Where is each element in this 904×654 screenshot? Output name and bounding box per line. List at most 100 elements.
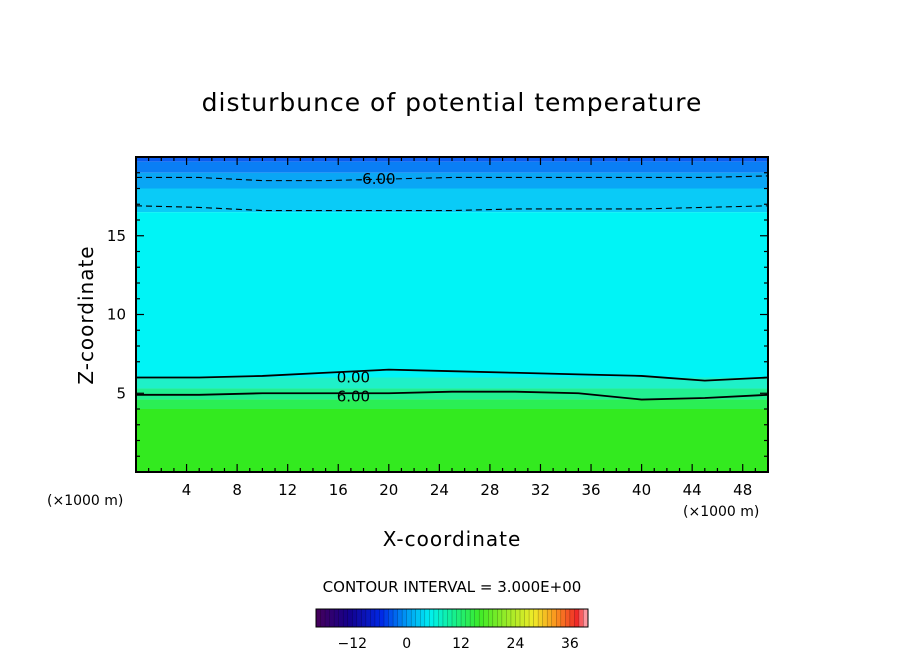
y-tick-label-15: 15 — [107, 227, 126, 245]
colorbar-cell-51 — [547, 609, 553, 627]
colorbar-cell-56 — [569, 609, 575, 627]
contour-label-0: -6.00 — [357, 170, 396, 188]
x-unit-right: (×1000 m) — [683, 504, 759, 520]
colorbar-cell-21 — [411, 609, 417, 627]
colorbar-cell-16 — [388, 609, 394, 627]
colorbar-cell-17 — [393, 609, 399, 627]
colorbar-cell-27 — [438, 609, 444, 627]
colorbar-cell-15 — [384, 609, 390, 627]
colorbar-cell-37 — [483, 609, 489, 627]
colorbar-cell-31 — [456, 609, 462, 627]
colorbar-cell-42 — [506, 609, 512, 627]
colorbar-cell-18 — [397, 609, 403, 627]
colorbar-cell-46 — [524, 609, 530, 627]
colorbar-cell-38 — [488, 609, 494, 627]
x-tick-label-28: 28 — [480, 481, 499, 499]
x-axis-label: X-coordinate — [383, 527, 522, 551]
y-axis-label: Z-coordinate — [74, 245, 98, 384]
colorbar-cell-55 — [565, 609, 571, 627]
field-band-7 — [136, 399, 768, 409]
colorbar-cell-34 — [470, 609, 476, 627]
colorbar-tick-12: 12 — [452, 636, 470, 652]
colorbar-cell-52 — [551, 609, 557, 627]
x-unit-left: (×1000 m) — [47, 493, 123, 509]
colorbar-cell-13 — [374, 609, 380, 627]
field-band-3 — [136, 188, 768, 213]
contour-lines: -6.00 0.006.00 — [135, 170, 769, 405]
colorbar-cell-26 — [433, 609, 439, 627]
x-tick-label-20: 20 — [379, 481, 398, 499]
field-band-6 — [136, 388, 768, 400]
colorbar-cell-47 — [529, 609, 535, 627]
contour-line-1 — [135, 205, 769, 212]
colorbar-cell-57 — [574, 609, 580, 627]
colorbar-cell-43 — [510, 609, 516, 627]
colorbar-cell-30 — [452, 609, 458, 627]
x-tick-label-36: 36 — [581, 481, 600, 499]
contour-interval: CONTOUR INTERVAL = 3.000E+00 — [323, 578, 582, 596]
colorbar-cell-54 — [560, 609, 566, 627]
y-tick-label-10: 10 — [107, 306, 126, 324]
colorbar-cell-53 — [556, 609, 562, 627]
colorbar-cell-19 — [402, 609, 408, 627]
colorbar-cell-5 — [338, 609, 344, 627]
chart-title: disturbunce of potential temperature — [202, 88, 703, 117]
colorbar-frame — [315, 608, 589, 628]
x-tick-label-44: 44 — [683, 481, 702, 499]
colorbar-cell-50 — [542, 609, 548, 627]
colorbar-cell-2 — [325, 609, 331, 627]
contour-label-1: 0.00 — [337, 369, 370, 387]
colorbar-cell-23 — [420, 609, 426, 627]
field-band-8 — [136, 409, 768, 472]
x-tick-label-32: 32 — [531, 481, 550, 499]
colorbar-cell-8 — [352, 609, 358, 627]
field-band-1 — [136, 161, 768, 173]
colorbar-cell-24 — [424, 609, 430, 627]
colorbar-cell-44 — [515, 609, 521, 627]
colorbar: −12 0 12 24 36 — [315, 608, 589, 652]
colorbar-cell-9 — [356, 609, 362, 627]
x-tick-label-12: 12 — [278, 481, 297, 499]
contour-line-2 — [136, 368, 769, 382]
y-tick-label-5: 5 — [116, 384, 126, 402]
colorbar-cell-36 — [479, 609, 485, 627]
colorbar-cell-49 — [538, 609, 544, 627]
colorbar-cell-22 — [415, 609, 421, 627]
contour-line-0 — [136, 175, 769, 182]
colorbar-cell-33 — [465, 609, 471, 627]
colorbar-cell-48 — [533, 609, 539, 627]
field-band-5 — [136, 377, 768, 389]
x-tick-label-4: 4 — [182, 481, 192, 499]
y-axis: 5 10 15 — [107, 172, 768, 457]
colorbar-cell-59 — [583, 609, 589, 627]
colorbar-cell-4 — [334, 609, 340, 627]
colorbar-cell-3 — [329, 609, 335, 627]
colorbar-cell-39 — [492, 609, 498, 627]
colorbar-cell-35 — [474, 609, 480, 627]
field-band-4 — [136, 212, 768, 378]
plot-area — [136, 157, 768, 472]
colorbar-cell-1 — [320, 609, 326, 627]
colorbar-cell-10 — [361, 609, 367, 627]
x-tick-label-8: 8 — [232, 481, 242, 499]
colorbar-cell-28 — [442, 609, 448, 627]
colorbar-cell-45 — [520, 609, 526, 627]
colorbar-cell-58 — [578, 609, 584, 627]
x-tick-label-24: 24 — [430, 481, 449, 499]
colorbar-cell-7 — [347, 609, 353, 627]
colorbar-cell-20 — [406, 609, 412, 627]
contour-label-2: 6.00 — [337, 387, 370, 405]
x-tick-label-48: 48 — [733, 481, 752, 499]
colorbar-cell-40 — [497, 609, 503, 627]
x-axis: 4 8 12 16 20 24 28 32 36 40 44 48 — [148, 157, 756, 499]
colorbar-tick--12: −12 — [337, 636, 367, 652]
colorbar-cell-0 — [316, 609, 322, 627]
colorbar-cell-32 — [461, 609, 467, 627]
colorbar-cell-25 — [429, 609, 435, 627]
colorbar-cell-29 — [447, 609, 453, 627]
colorbar-cell-12 — [370, 609, 376, 627]
colorbar-tick-24: 24 — [507, 636, 525, 652]
colorbar-cell-14 — [379, 609, 385, 627]
colorbar-cell-6 — [343, 609, 349, 627]
